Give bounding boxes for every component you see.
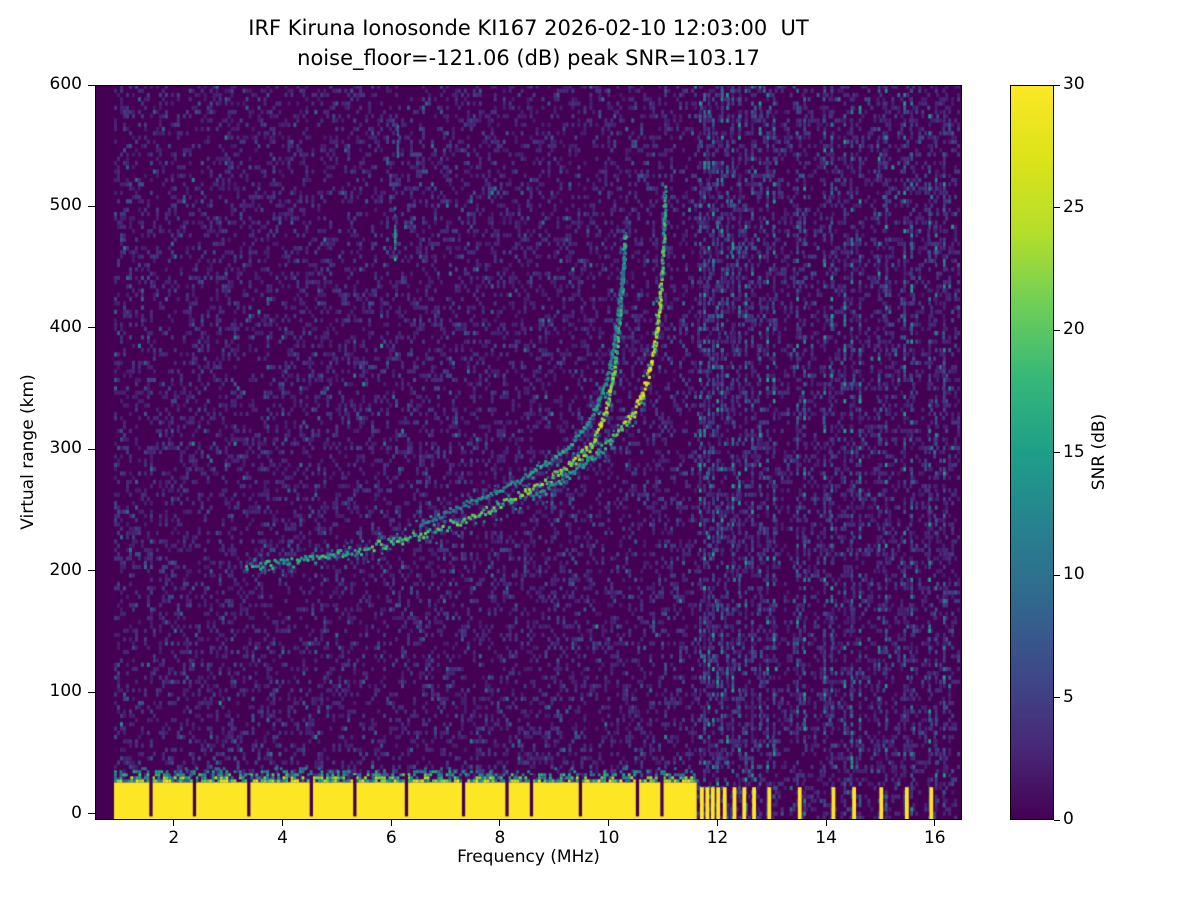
x-axis-label: Frequency (MHz) <box>457 847 600 867</box>
x-tick-label: 4 <box>277 828 288 848</box>
colorbar-tick-label: 25 <box>1063 196 1085 217</box>
y-tick-mark <box>88 813 95 815</box>
x-tick-mark <box>716 820 718 826</box>
colorbar-tick-mark <box>1054 452 1060 453</box>
x-tick-label: 14 <box>815 828 837 848</box>
x-tick-label: 12 <box>706 828 729 848</box>
colorbar-tick-mark <box>1054 819 1060 821</box>
colorbar-tick-mark <box>1054 84 1060 86</box>
y-tick-mark <box>88 691 95 693</box>
x-tick-label: 16 <box>923 828 946 848</box>
y-tick-mark <box>88 84 95 86</box>
colorbar-tick-label: 20 <box>1063 319 1085 339</box>
colorbar-tick-label: 15 <box>1063 441 1085 462</box>
x-tick-mark <box>390 820 392 826</box>
x-tick-mark <box>499 820 501 826</box>
y-axis-label: Virtual range (km) <box>18 374 38 530</box>
colorbar-tick-mark <box>1054 329 1060 331</box>
x-tick-label: 10 <box>597 828 620 848</box>
colorbar-tick-label: 5 <box>1063 686 1074 707</box>
y-tick-mark <box>88 570 95 572</box>
x-tick-label: 2 <box>168 828 180 848</box>
x-tick-mark <box>282 820 284 826</box>
y-tick-label: 300 <box>49 438 82 459</box>
y-tick-label: 200 <box>49 559 82 580</box>
y-tick-label: 100 <box>49 681 82 702</box>
colorbar-tick-mark <box>1054 574 1060 576</box>
y-tick-label: 400 <box>49 316 82 337</box>
x-tick-label: 6 <box>385 828 397 848</box>
y-tick-label: 500 <box>49 195 82 216</box>
colorbar-tick-label: 10 <box>1063 564 1085 584</box>
y-tick-mark <box>88 448 95 450</box>
heatmap-canvas <box>95 85 962 820</box>
colorbar-tick-mark <box>1054 697 1060 698</box>
chart-title: IRF Kiruna Ionosonde KI167 2026-02-10 12… <box>248 16 809 40</box>
x-tick-mark <box>934 820 936 826</box>
colorbar-tick-label: 30 <box>1063 74 1085 94</box>
colorbar-tick-label: 0 <box>1063 809 1074 829</box>
y-tick-mark <box>88 205 95 207</box>
x-tick-mark <box>608 820 610 826</box>
x-tick-mark <box>173 820 175 826</box>
y-tick-label: 600 <box>49 74 82 94</box>
x-tick-label: 8 <box>494 828 506 848</box>
chart-subtitle: noise_floor=-121.06 (dB) peak SNR=103.17 <box>297 46 760 70</box>
x-tick-mark <box>825 820 827 826</box>
colorbar-tick-mark <box>1054 207 1060 208</box>
colorbar-gradient <box>1010 85 1054 820</box>
y-tick-mark <box>88 327 95 329</box>
y-tick-label: 0 <box>71 802 82 823</box>
